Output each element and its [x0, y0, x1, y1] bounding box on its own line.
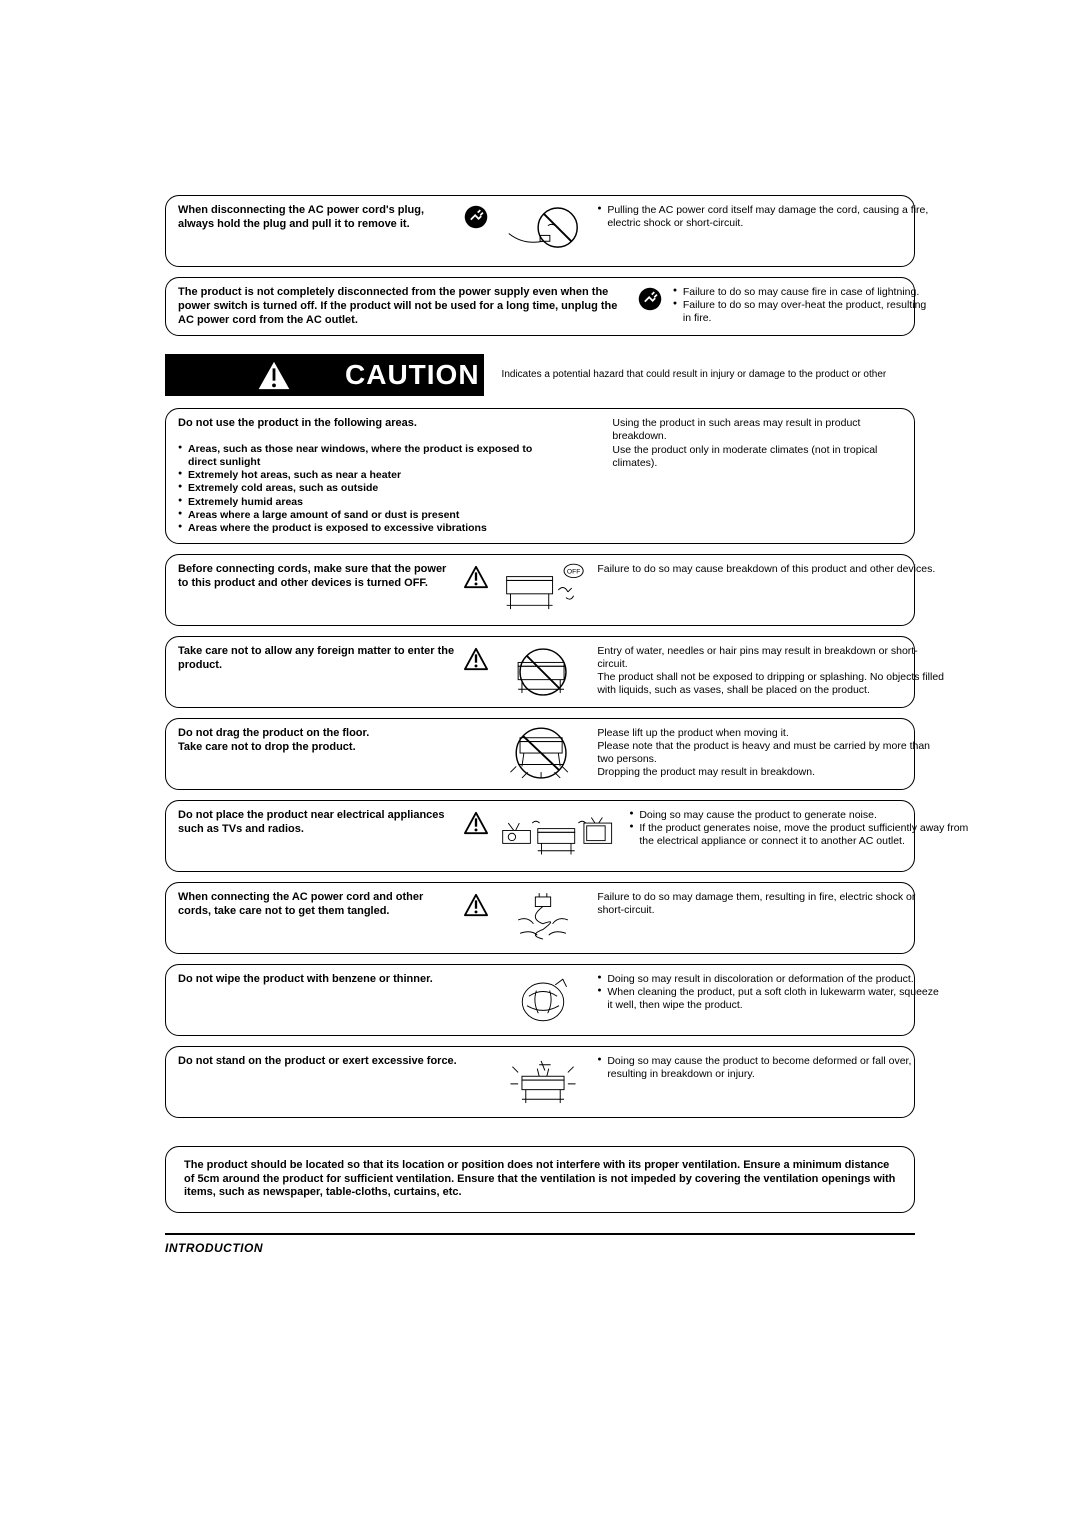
warning-box: Do not wipe the product with benzene or …	[165, 964, 915, 1036]
caution-header: CAUTION Indicates a potential hazard tha…	[165, 354, 915, 396]
warning-box: When connecting the AC power cord and ot…	[165, 882, 915, 954]
warning-box: The product is not completely disconnect…	[165, 277, 915, 336]
warning-triangle-icon	[463, 811, 489, 835]
ventilation-box: The product should be located so that it…	[165, 1146, 915, 1213]
list-item: Extremely hot areas, such as near a heat…	[188, 469, 401, 481]
warning-box: When disconnecting the AC power cord's p…	[165, 195, 915, 267]
document-page: When disconnecting the AC power cord's p…	[165, 195, 915, 1257]
plug-circle-icon	[463, 204, 489, 230]
piano-off-illustration: OFF	[499, 563, 587, 617]
instruction-text: Do not wipe the product with benzene or …	[178, 973, 489, 987]
warning-triangle-icon	[463, 647, 489, 671]
consequence-list: Pulling the AC power cord itself may dam…	[597, 204, 945, 230]
warning-box: Before connecting cords, make sure that …	[165, 554, 915, 626]
consequence-text: Failure to do so may cause fire in case …	[683, 286, 919, 298]
consequence-list: Doing so may result in discoloration or …	[597, 973, 945, 1012]
footer-label: INTRODUCTION	[165, 1241, 263, 1255]
wipe-illustration	[499, 973, 587, 1027]
instruction-text: Do not use the product in the following …	[178, 417, 417, 431]
plug-circle-icon	[637, 286, 663, 312]
consequence-text: Please lift up the product when moving i…	[597, 727, 945, 780]
instruction-text: Do not stand on the product or exert exc…	[178, 1055, 489, 1069]
consequence-list: Failure to do so may cause fire in case …	[673, 286, 934, 325]
areas-list: Areas, such as those near windows, where…	[178, 443, 540, 535]
consequence-list: Doing so may cause the product to become…	[597, 1055, 945, 1081]
consequence-text: Failure to do so may damage them, result…	[597, 891, 945, 917]
piano-drop-illustration	[499, 727, 587, 781]
consequence-text: Entry of water, needles or hair pins may…	[597, 645, 945, 698]
warning-box: Do not stand on the product or exert exc…	[165, 1046, 915, 1118]
warning-box: Do not use the product in the following …	[165, 408, 915, 544]
list-item: Areas, such as those near windows, where…	[188, 443, 532, 468]
instruction-text: Do not drag the product on the floor. Ta…	[178, 727, 489, 755]
consequence-list: Doing so may cause the product to genera…	[629, 809, 977, 848]
footer-rule: INTRODUCTION	[165, 1233, 915, 1257]
warning-box: Take care not to allow any foreign matte…	[165, 636, 915, 708]
consequence-text: Doing so may cause the product to genera…	[639, 809, 877, 821]
consequence-text: When cleaning the product, put a soft cl…	[607, 986, 939, 1011]
consequence-text: Doing so may cause the product to become…	[607, 1055, 911, 1080]
instruction-text: Take care not to allow any foreign matte…	[178, 645, 457, 673]
tv-radio-piano-illustration	[499, 809, 619, 863]
list-item: Areas where the product is exposed to ex…	[188, 522, 487, 534]
list-item: Areas where a large amount of sand or du…	[188, 509, 459, 521]
caution-label: CAUTION	[345, 359, 480, 391]
list-item: Extremely cold areas, such as outside	[188, 482, 378, 494]
warning-triangle-icon	[255, 358, 293, 392]
caution-description: Indicates a potential hazard that could …	[498, 367, 891, 383]
instruction-text: The product is not completely disconnect…	[178, 286, 627, 327]
ventilation-text: The product should be located so that it…	[184, 1159, 896, 1200]
warning-triangle-icon	[463, 565, 489, 589]
consequence-text: Doing so may result in discoloration or …	[607, 973, 913, 985]
consequence-text: Failure to do so may over-heat the produ…	[683, 299, 926, 324]
consequence-text: If the product generates noise, move the…	[639, 822, 968, 847]
consequence-text: Failure to do so may cause breakdown of …	[597, 563, 945, 576]
consequence-text: Using the product in such areas may resu…	[612, 417, 902, 470]
instruction-text: When connecting the AC power cord and ot…	[178, 891, 457, 919]
plug-pull-illustration	[499, 204, 587, 258]
tangled-cord-illustration	[499, 891, 587, 945]
warning-box: Do not drag the product on the floor. Ta…	[165, 718, 915, 790]
off-badge: OFF	[567, 569, 580, 576]
instruction-text: Do not place the product near electrical…	[178, 809, 457, 837]
instruction-text: Before connecting cords, make sure that …	[178, 563, 457, 591]
piano-prohibit-illustration	[499, 645, 587, 699]
warning-box: Do not place the product near electrical…	[165, 800, 915, 872]
stand-on-illustration	[499, 1055, 587, 1109]
list-item: Extremely humid areas	[188, 496, 303, 508]
warning-triangle-icon	[463, 893, 489, 917]
consequence-text: Pulling the AC power cord itself may dam…	[607, 204, 928, 229]
instruction-text: When disconnecting the AC power cord's p…	[178, 204, 455, 232]
